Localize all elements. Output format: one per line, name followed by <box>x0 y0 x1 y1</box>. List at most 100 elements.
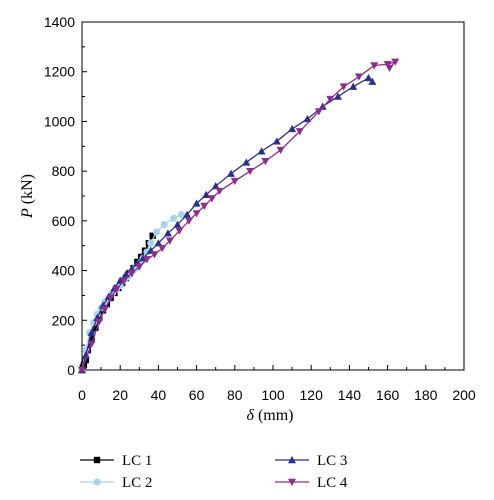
data-point <box>295 128 304 136</box>
data-point <box>160 220 168 229</box>
y-tick-label: 200 <box>52 312 76 328</box>
legend-label: LC 4 <box>317 475 348 491</box>
legend-swatch-marker <box>288 456 296 464</box>
series-line <box>81 60 398 371</box>
data-point <box>127 269 136 278</box>
data-point <box>87 340 96 348</box>
data-point <box>230 177 239 186</box>
data-point <box>78 366 86 374</box>
data-point <box>175 227 184 235</box>
data-point <box>349 82 358 90</box>
data-point <box>120 277 129 285</box>
x-tick-label: 120 <box>300 387 324 403</box>
data-point <box>95 318 104 326</box>
legend-label: LC 3 <box>317 453 347 469</box>
data-point <box>288 124 297 133</box>
x-axis: 0 20 40 60 80 100 120 140 160 180 200 <box>78 365 476 403</box>
data-point <box>226 169 235 177</box>
data-point <box>202 190 211 198</box>
x-tick-label: 100 <box>261 387 285 403</box>
y-tick-label: 1200 <box>44 64 75 80</box>
data-point <box>106 294 115 302</box>
data-point <box>383 61 392 69</box>
x-tick-label: 0 <box>78 387 86 403</box>
x-tick-label: 160 <box>376 387 400 403</box>
data-point <box>257 147 266 155</box>
data-point <box>177 211 185 219</box>
data-point <box>314 108 323 116</box>
y-tick-label: 1000 <box>44 113 75 129</box>
data-point <box>354 73 363 81</box>
x-tick-label: 60 <box>189 387 205 403</box>
legend-item: LC 3 <box>275 453 347 469</box>
data-point <box>391 58 400 66</box>
legend-item: LC 4 <box>275 475 348 491</box>
x-tick-label: 80 <box>227 387 243 403</box>
data-point <box>364 73 373 82</box>
data-point <box>173 220 182 228</box>
data-point <box>100 305 109 314</box>
y-tick-label: 400 <box>52 263 76 279</box>
series-lc-4 <box>78 58 400 374</box>
data-point <box>112 286 121 294</box>
data-point <box>368 77 377 85</box>
data-point <box>170 214 178 222</box>
data-point <box>121 270 130 278</box>
data-point <box>246 167 255 176</box>
legend-label: LC 2 <box>122 475 152 491</box>
data-point <box>261 158 270 166</box>
data-point <box>385 64 394 72</box>
plot-area-frame <box>81 21 465 371</box>
legend-item: LC 2 <box>80 475 152 491</box>
y-axis: 0 200 400 600 800 1000 1200 1400 <box>44 14 87 378</box>
legend-swatch-marker <box>93 478 101 486</box>
series-layer <box>78 58 400 374</box>
y-tick-label: 1400 <box>44 14 75 30</box>
x-axis-title: δ (mm) <box>247 407 294 424</box>
y-tick-label: 800 <box>52 163 76 179</box>
x-tick-label: 40 <box>151 387 167 403</box>
data-point <box>272 137 281 145</box>
data-point <box>211 182 220 190</box>
data-point <box>135 263 144 271</box>
x-tick-label: 20 <box>112 387 128 403</box>
data-point <box>333 92 342 100</box>
plot-frame <box>81 21 465 371</box>
y-tick-label: 600 <box>52 213 76 229</box>
data-point <box>163 229 172 237</box>
data-point <box>192 210 201 218</box>
data-point <box>183 210 192 218</box>
y-axis-title: P (kN) <box>19 174 36 219</box>
data-point <box>152 228 161 236</box>
data-point <box>215 187 224 196</box>
x-tick-label: 140 <box>338 387 362 403</box>
data-point <box>192 199 201 207</box>
data-point <box>158 245 167 253</box>
data-point <box>81 351 90 359</box>
data-point <box>184 217 193 225</box>
data-point <box>303 114 312 123</box>
data-point <box>276 146 285 155</box>
data-point <box>242 158 251 166</box>
y-tick-label: 0 <box>67 362 75 378</box>
data-point <box>150 251 159 259</box>
data-point <box>92 324 99 331</box>
x-tick-label: 180 <box>414 387 438 403</box>
data-point <box>326 95 335 104</box>
data-point <box>87 328 96 336</box>
legend-item: LC 1 <box>80 453 152 469</box>
series-lc-3 <box>78 73 377 374</box>
data-point <box>147 239 155 247</box>
legend: LC 1 LC 2 LC 3 LC 4 <box>80 453 348 491</box>
data-point <box>142 256 151 264</box>
data-point <box>207 195 216 203</box>
data-point <box>339 83 348 91</box>
legend-swatch-marker <box>93 456 101 464</box>
data-point <box>165 237 174 245</box>
data-point <box>154 239 163 247</box>
data-point <box>88 334 95 341</box>
legend-label: LC 1 <box>122 453 152 469</box>
data-point <box>370 62 379 70</box>
x-tick-label: 200 <box>452 387 476 403</box>
